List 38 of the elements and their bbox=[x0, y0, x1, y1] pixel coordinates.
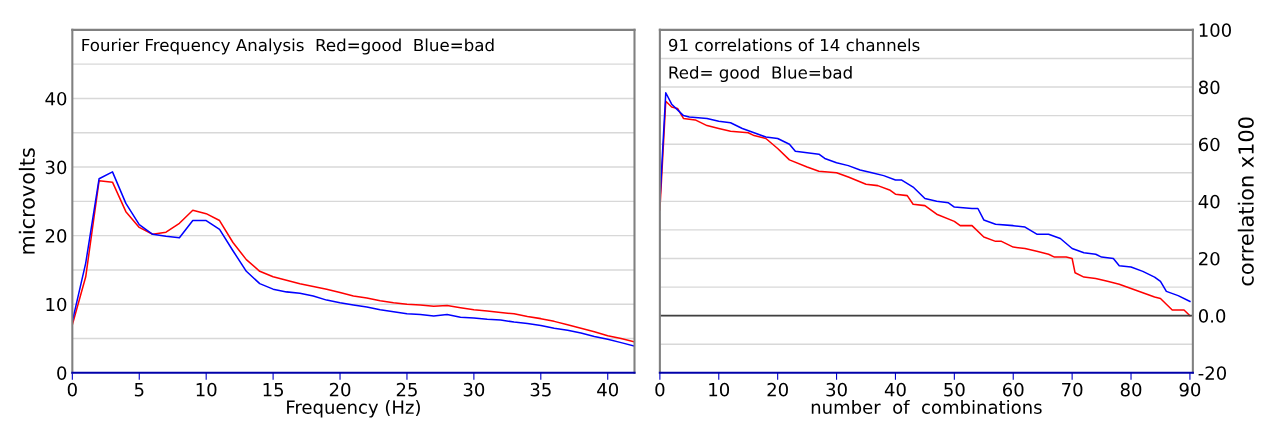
y-tick-label: -20 bbox=[1198, 366, 1227, 380]
x-tick-label: 90 bbox=[1179, 382, 1201, 397]
y-tick-label: 20 bbox=[45, 229, 67, 243]
y-tick-label: 20 bbox=[1199, 251, 1220, 266]
x-tick-label: 35 bbox=[530, 382, 551, 397]
y-tick-label: 30 bbox=[45, 160, 67, 175]
x-tick-label: 30 bbox=[826, 382, 847, 397]
x-tick-label: 40 bbox=[884, 382, 906, 397]
x-tick-label: 30 bbox=[463, 382, 485, 397]
x-tick-label: 15 bbox=[263, 383, 284, 397]
x-tick-label: 40 bbox=[597, 382, 619, 397]
x-tick-label: 60 bbox=[1003, 382, 1024, 397]
chart-title: 91 correlations of 14 channels bbox=[668, 38, 920, 52]
y-tick-label: 40 bbox=[45, 91, 67, 106]
y-tick-label: 40 bbox=[1198, 194, 1220, 209]
x-tick-label: 10 bbox=[196, 382, 217, 397]
x-tick-label: 50 bbox=[944, 382, 965, 397]
y-tick-label: 0 bbox=[57, 366, 67, 380]
x-tick-label: 0 bbox=[67, 382, 77, 397]
y-tick-label: 0.0 bbox=[1198, 309, 1226, 323]
y-tick-label: 60 bbox=[1198, 137, 1220, 152]
x-axis-title: number of combinations bbox=[811, 400, 1042, 414]
y-tick-label: 10 bbox=[46, 297, 67, 312]
x-tick-label: 20 bbox=[767, 382, 788, 397]
text: Red= good Blue=bad bbox=[669, 65, 852, 83]
y-tick-label: 80 bbox=[1198, 80, 1220, 95]
x-tick-label: 10 bbox=[709, 382, 730, 397]
chart-title: Fourier Frequency Analysis Red=good Blue=bad bbox=[82, 38, 494, 55]
x-axis-title: Frequency (Hz) bbox=[287, 400, 420, 418]
y-axis-title: microvolts bbox=[18, 148, 35, 254]
x-tick-label: 0 bbox=[655, 382, 665, 397]
x-tick-label: 80 bbox=[1120, 382, 1142, 397]
y-axis-title: correlation x100 bbox=[1237, 117, 1254, 286]
y-tick-label: 100 bbox=[1199, 23, 1231, 37]
x-tick-label: 25 bbox=[396, 382, 417, 397]
x-tick-label: 70 bbox=[1062, 382, 1083, 397]
x-tick-label: 20 bbox=[329, 382, 351, 397]
x-tick-label: 5 bbox=[134, 383, 144, 397]
